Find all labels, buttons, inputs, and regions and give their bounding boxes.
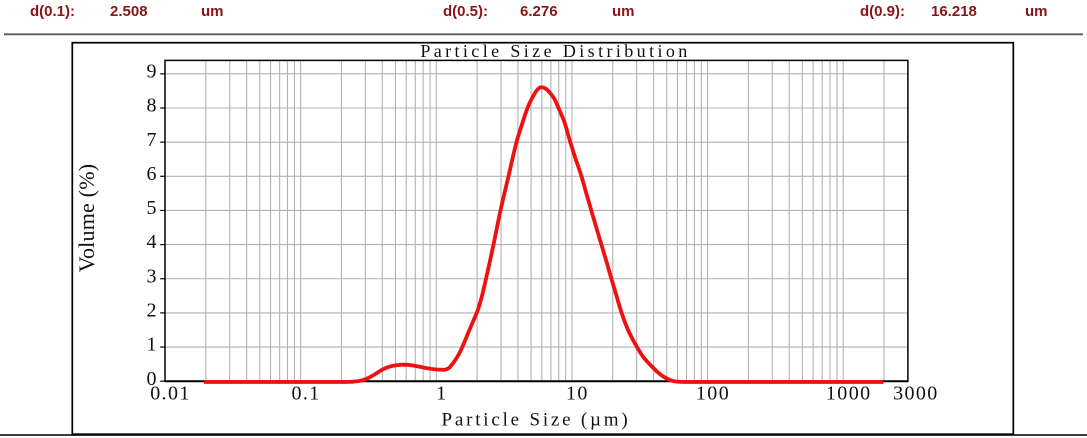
svg-text:0: 0: [147, 368, 157, 390]
svg-text:Particle Size (µm): Particle Size (µm): [441, 410, 630, 431]
svg-text:3: 3: [147, 265, 157, 287]
svg-text:1000: 1000: [826, 383, 872, 405]
svg-text:0.01: 0.01: [150, 383, 191, 405]
svg-text:1: 1: [147, 334, 157, 356]
svg-text:Volume (%): Volume (%): [74, 164, 99, 273]
svg-text:9: 9: [147, 61, 157, 83]
svg-text:1: 1: [436, 383, 447, 405]
svg-text:Particle Size Distribution: Particle Size Distribution: [420, 41, 690, 61]
svg-text:5: 5: [147, 197, 157, 219]
svg-text:6: 6: [147, 163, 157, 185]
svg-text:0.1: 0.1: [291, 383, 320, 405]
svg-text:7: 7: [147, 129, 157, 151]
svg-text:100: 100: [696, 383, 730, 405]
svg-text:3000: 3000: [893, 383, 939, 405]
svg-text:10: 10: [566, 383, 589, 405]
svg-text:8: 8: [147, 95, 157, 117]
svg-text:2: 2: [147, 300, 157, 322]
svg-text:4: 4: [147, 231, 157, 253]
